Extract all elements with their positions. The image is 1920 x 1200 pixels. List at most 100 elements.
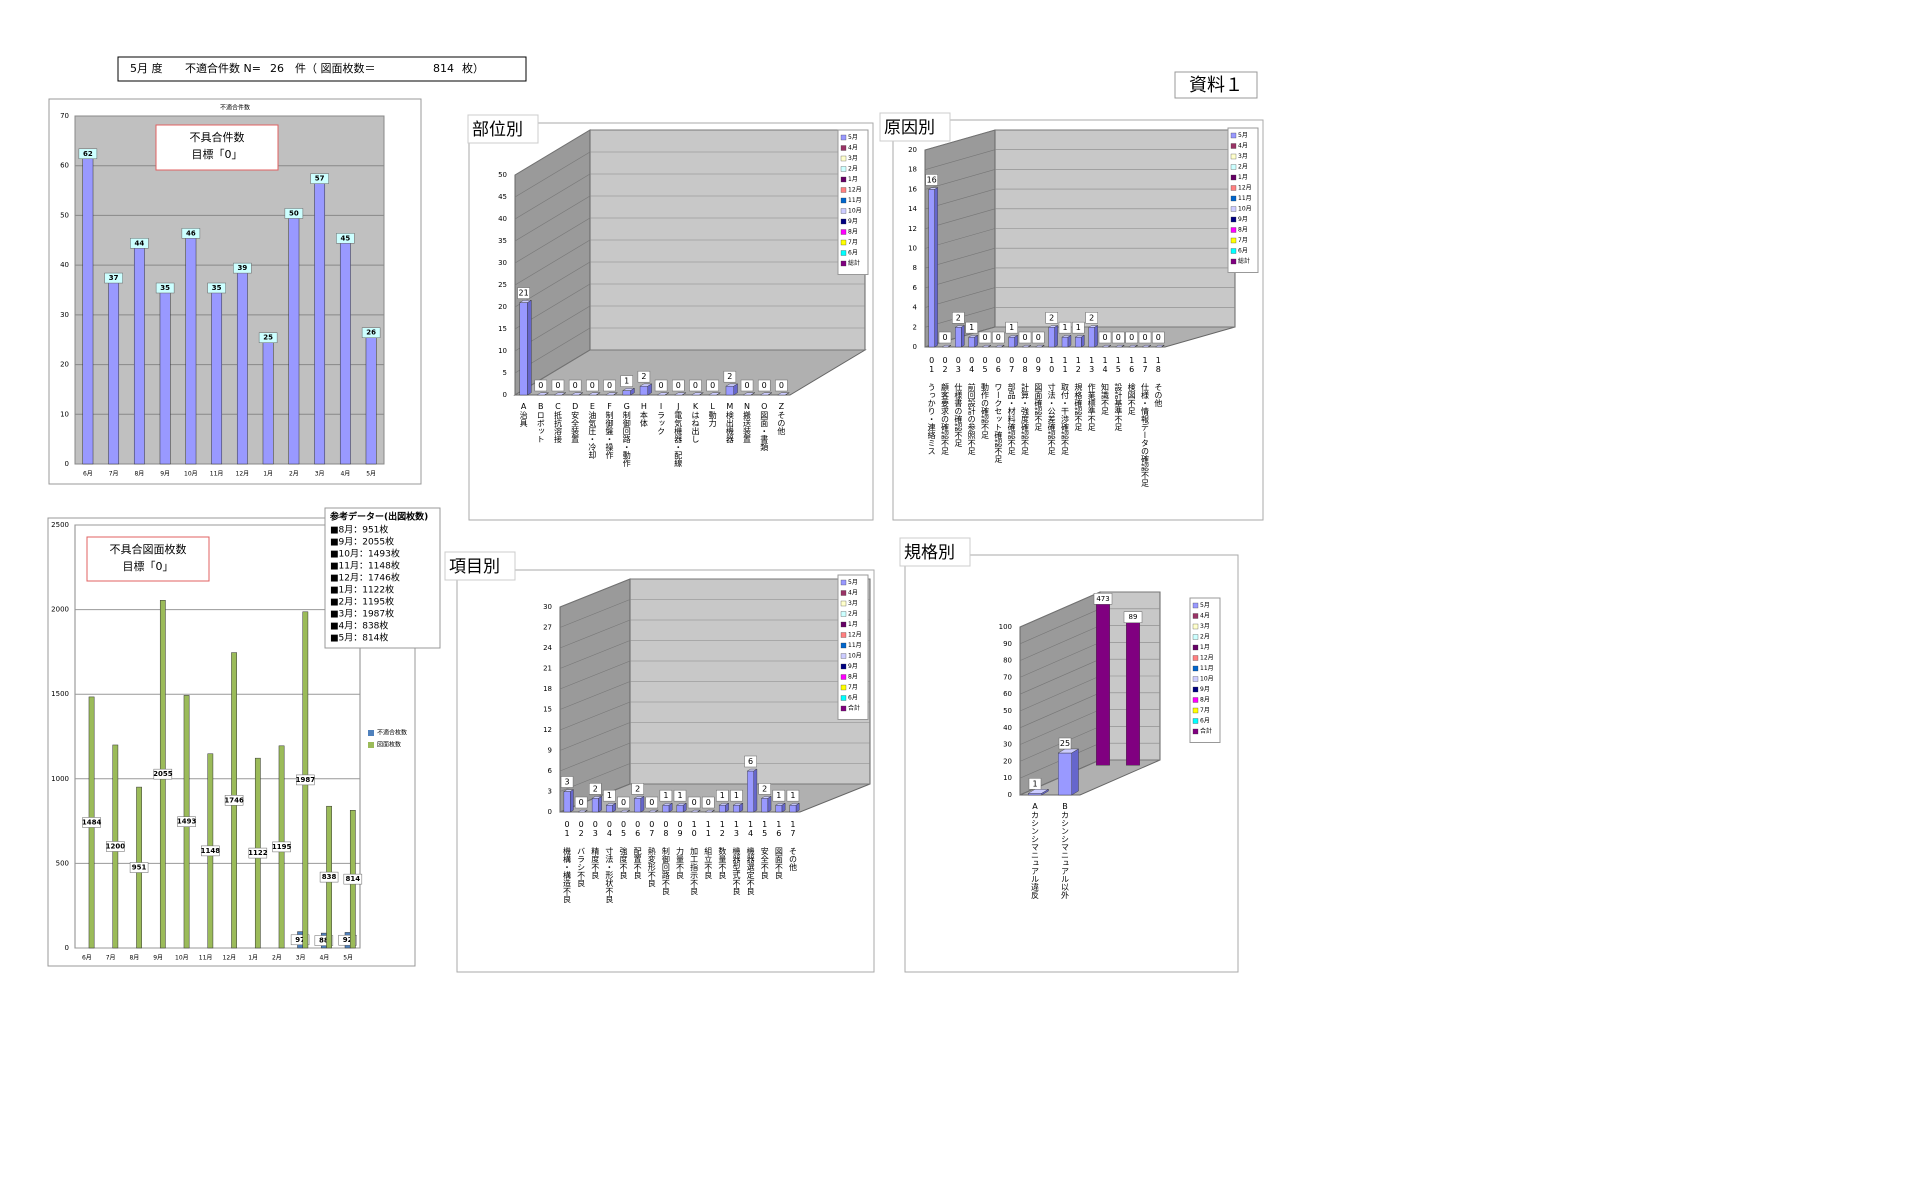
grid-line-side: [924, 149, 996, 170]
reference-item: ■9月：2055枚: [330, 536, 394, 548]
value-label: 2055: [153, 770, 173, 778]
value-label: 0: [779, 381, 784, 390]
x-tick-label: 18 その他: [1154, 356, 1163, 408]
legend-label: 総計: [1238, 257, 1250, 265]
x-tick-label: 9月: [160, 471, 170, 478]
x-tick-label: 02 顧客要求の確認不足: [941, 356, 950, 456]
x-tick-label: 11 組立不良: [704, 820, 713, 880]
bar-side: [1001, 345, 1005, 348]
legend-swatch: [840, 695, 847, 701]
legend-label: 10月: [848, 208, 862, 215]
grid-line-side: [559, 681, 631, 710]
legend-swatch: [1192, 613, 1199, 619]
x-tick-label: Kはね出し: [691, 402, 700, 443]
x-tick-label: 04 前回設計の参照不足: [967, 356, 976, 456]
bar: [789, 804, 797, 813]
x-tick-label: 17 仕様・情報データの確認不足: [1141, 356, 1150, 488]
chart-title: 部位別: [472, 120, 523, 140]
bar: [1126, 615, 1140, 766]
y-tick-label: 6: [913, 284, 918, 292]
header-unit: 件（ 図面枚数＝: [295, 61, 376, 75]
x-tick-label: 10 寸法・公差確認不足: [1047, 356, 1056, 456]
x-tick-label: 03 仕様書の確認不足: [954, 356, 963, 448]
legend-label: 8月: [1238, 227, 1248, 234]
legend-swatch: [840, 621, 847, 628]
value-label: 0: [621, 798, 626, 807]
value-label: 1: [790, 791, 795, 800]
x-tick-label: 15 設計基準不足: [1114, 356, 1123, 432]
bar: [108, 279, 120, 465]
legend-label: 3月: [1200, 623, 1210, 630]
value-label: 0: [579, 798, 584, 807]
bar: [1088, 327, 1095, 348]
value-label-box: [130, 238, 149, 249]
x-tick-label: 12 規格確認不足: [1074, 356, 1083, 432]
x-tick-label: 12 数量不良: [718, 820, 727, 880]
legend-label: 2月: [1238, 164, 1248, 171]
y-tick-label: 40: [498, 215, 507, 223]
grid-line-side: [514, 195, 591, 242]
bar: [236, 269, 248, 465]
value-label: 0: [1142, 333, 1147, 342]
value-label: 0: [538, 381, 543, 390]
y-tick-label: 20: [1003, 757, 1012, 765]
legend-swatch: [840, 155, 847, 162]
grid-line-side: [559, 640, 631, 669]
y-tick-label: 20: [908, 146, 917, 154]
value-label-box: [181, 228, 201, 239]
grid-line-side: [514, 173, 591, 220]
legend-label: 1月: [848, 621, 858, 628]
value-label: 2: [1089, 313, 1094, 322]
value-label-box: [1112, 331, 1125, 344]
value-label: 473: [1096, 595, 1109, 603]
value-label-box: [78, 148, 98, 160]
value-label: 1: [607, 791, 612, 800]
grid-line-side: [1019, 709, 1101, 745]
y-tick-label: 70: [1003, 673, 1012, 681]
legend-swatch: [840, 134, 847, 141]
bar-side: [1027, 345, 1032, 348]
legend-label: 3月: [1238, 153, 1248, 160]
value-label-box: [1093, 593, 1113, 605]
reference-item: ■3月：1987枚: [330, 608, 394, 620]
legend-swatch: [1192, 676, 1199, 682]
bar-side: [527, 299, 532, 396]
value-label: 0: [649, 798, 654, 807]
value-label-box: [740, 379, 754, 392]
bar-side: [682, 392, 687, 396]
value-label: 951: [132, 864, 147, 872]
value-label-box: [992, 331, 1005, 344]
x-tick-label: E油気圧・冷却: [588, 402, 597, 460]
value-label: 2: [641, 372, 646, 381]
value-label-box: [687, 796, 701, 809]
y-tick-label: 0: [548, 808, 552, 816]
legend-label: 2月: [848, 166, 858, 173]
value-label: 35: [212, 284, 222, 292]
y-tick-label: 20: [60, 361, 69, 369]
y-tick-label: 60: [60, 162, 69, 170]
bar-side: [1147, 345, 1152, 348]
legend-label: 1月: [848, 176, 858, 183]
legend-swatch: [368, 730, 374, 736]
legend-label: 10月: [1200, 676, 1214, 683]
value-label-box: [645, 796, 659, 809]
y-tick-label: 15: [498, 325, 507, 333]
value-label: 26: [366, 329, 376, 337]
value-label: 1: [663, 791, 668, 800]
legend-swatch: [840, 176, 847, 183]
value-label: 3: [565, 778, 570, 787]
value-label: 2: [727, 372, 732, 381]
grid-line-side: [514, 261, 591, 308]
x-tick-label: Zその他: [777, 402, 786, 436]
value-label: 16: [927, 175, 937, 184]
value-label-box: [757, 379, 771, 392]
y-tick-label: 10: [908, 245, 917, 253]
bar-side: [598, 796, 602, 813]
legend-swatch: [1192, 623, 1199, 630]
x-tick-label: 01 うっかり・連絡ミス: [927, 356, 936, 455]
x-tick-label: 6月: [82, 955, 92, 962]
value-label: 62: [83, 150, 93, 158]
value-label: 0: [1102, 333, 1107, 342]
reference-box: [324, 507, 441, 649]
value-label: 1: [776, 791, 781, 800]
